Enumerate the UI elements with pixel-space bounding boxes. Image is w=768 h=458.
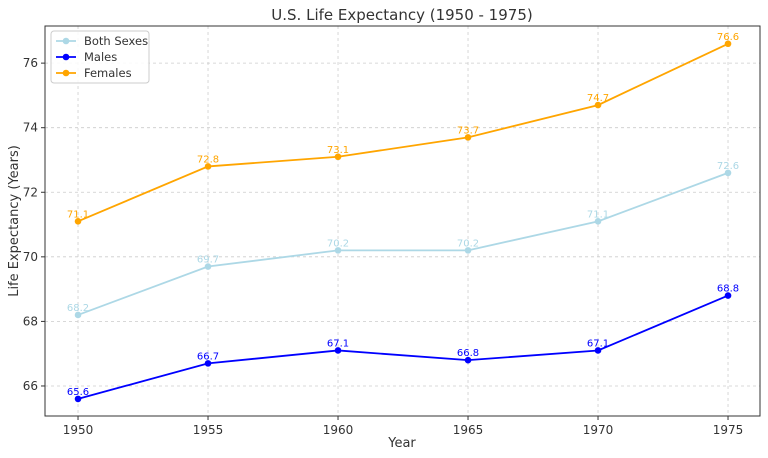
x-tick-label: 1950 [63,423,94,437]
series-line-males [77,294,729,400]
data-point-females [74,218,82,225]
data-label-males: 67.1 [587,338,609,349]
y-tick-label: 68 [23,314,38,328]
data-point-males [464,356,472,364]
data-point-males [334,347,342,354]
series-layer: 68.2 69.7 70.2 70.2 71.1 72.6 65.6 66.7 67.1 66.8… [67,32,739,403]
data-point-both-sexes [724,169,732,177]
data-label-females: 73.7 [457,125,479,136]
data-label-males: 66.7 [197,351,219,362]
legend: Both Sexes Males Females [50,30,150,84]
x-axis-label: Year [387,436,416,451]
x-tick-label: 1970 [583,423,614,437]
data-label-females: 73.1 [327,145,349,156]
data-label-females: 76.6 [717,32,739,43]
data-point-males [724,292,732,299]
data-label-males: 65.6 [67,387,89,398]
y-tick-label: 70 [23,250,38,264]
y-tick-label: 72 [23,185,38,199]
data-label-females: 72.8 [197,154,219,165]
data-label-males: 67.1 [327,338,349,349]
data-label-females: 74.7 [587,93,609,104]
data-label-both-sexes: 72.6 [717,161,739,172]
data-point-females [334,153,342,161]
data-point-both-sexes [334,247,342,254]
data-label-females: 71.1 [67,209,89,220]
data-point-females [594,101,602,109]
x-tick-label: 1975 [713,423,744,437]
plot-frame [44,25,761,417]
data-label-both-sexes: 70.2 [327,238,349,249]
series-line-both-sexes [77,172,729,316]
data-point-females [724,40,732,48]
y-tick-label: 76 [23,56,38,70]
chart-title: U.S. Life Expectancy (1950 - 1975) [271,6,532,24]
data-label-both-sexes: 70.2 [457,238,479,249]
data-label-both-sexes: 68.2 [67,303,89,314]
x-tick-label: 1960 [323,423,354,437]
legend-marker-males [62,53,70,61]
legend-label-both-sexes: Both Sexes [84,34,148,48]
y-axis-label: Life Expectancy (Years) [7,145,22,297]
data-point-females [204,163,212,170]
data-label-males: 66.8 [457,348,479,359]
x-tick-label: 1955 [193,423,224,437]
ticks: 1950 1955 1960 1965 1970 1975 66 68 70 72 74 76 [23,56,744,437]
legend-marker-both-sexes [62,37,70,45]
y-tick-label: 74 [23,121,38,135]
legend-label-males: Males [84,50,117,64]
data-label-both-sexes: 69.7 [197,255,219,266]
data-point-both-sexes [204,263,212,270]
legend-label-females: Females [84,66,132,80]
data-point-males [204,360,212,367]
x-tick-label: 1965 [453,423,484,437]
data-point-both-sexes [464,247,472,254]
legend-marker-females [62,69,70,77]
data-point-females [464,134,472,141]
data-label-both-sexes: 71.1 [587,209,609,220]
grid [45,26,760,416]
data-point-both-sexes [74,311,82,319]
legend-box [50,30,150,84]
data-label-males: 68.8 [717,284,739,295]
data-point-males [74,395,82,403]
series-line-females [77,42,729,223]
y-tick-label: 66 [23,379,38,393]
data-point-males [594,347,602,354]
data-point-both-sexes [594,218,602,225]
